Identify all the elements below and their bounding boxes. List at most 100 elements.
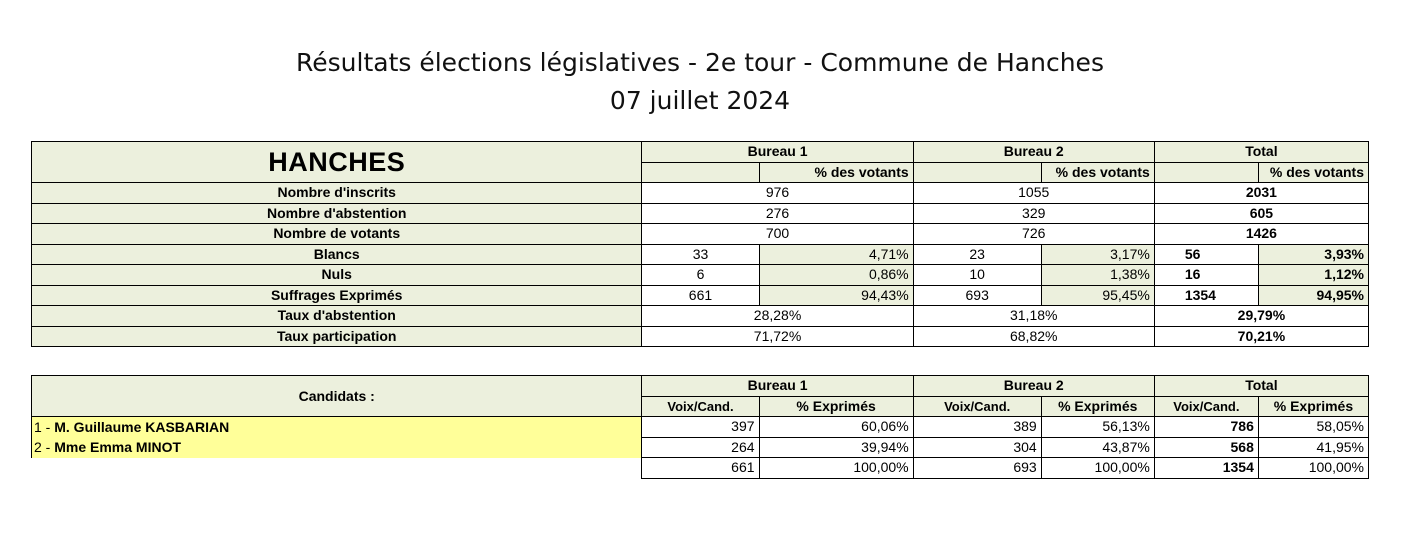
cell-value: 68,82% [912,325,1155,347]
cell-value: 1354 [1153,284,1259,306]
cell-value: 397 [641,416,760,438]
cell-value: 726 [912,223,1155,245]
cell-pct: 43,87% [1040,436,1155,458]
candidate-number: 1 - [34,418,55,435]
total-header: Total [1153,141,1370,163]
cell-value: 56 [1153,243,1259,265]
table-row: Nombre d'abstention 276 329 605 [30,202,1370,224]
voix-header: Voix/Cand. [912,395,1042,417]
cell-value: 329 [912,202,1155,224]
cell-value: 976 [641,182,914,204]
cell-value: 6 [641,264,760,286]
cell-value: 389 [912,416,1042,438]
cell-value: 304 [912,436,1042,458]
table-row: Blancs 33 4,71% 23 3,17% 56 3,93% [30,243,1370,265]
cell-pct: 100,00% [758,457,914,479]
cell-value: 33 [641,243,760,265]
cell-value: 693 [912,457,1042,479]
pct-exprimes-header: % Exprimés [1257,395,1370,417]
table-row: Nombre de votants 700 726 1426 [30,223,1370,245]
table-row: Taux d'abstention 28,28% 31,18% 29,79% [30,305,1370,327]
cell-value: 10 [912,264,1042,286]
cell-pct: 100,00% [1040,457,1155,479]
total-header: Total [1153,375,1370,397]
results-table: HANCHES Bureau 1 Bureau 2 Total % des vo… [30,141,1370,347]
cell-pct: 3,17% [1040,243,1155,265]
cell-value: 1055 [912,182,1155,204]
cell-value: 1426 [1153,223,1370,245]
cell-value: 71,72% [641,325,914,347]
cell-value: 568 [1153,436,1259,458]
empty-cell [1153,161,1259,183]
cell-value: 661 [641,457,760,479]
cell-value: 70,21% [1153,325,1370,347]
row-label: Suffrages Exprimés [30,284,643,306]
table-row: Suffrages Exprimés 661 94,43% 693 95,45%… [30,284,1370,306]
voix-header: Voix/Cand. [641,395,760,417]
candidates-label: Candidats : [30,375,643,417]
cell-pct: 60,06% [758,416,914,438]
row-label: Blancs [30,243,643,265]
cell-value: 2031 [1153,182,1370,204]
cell-value: 786 [1153,416,1259,438]
pct-votants-header: % des votants [1040,161,1155,183]
candidate-name-cell: 1 - M. Guillaume KASBARIAN [30,416,642,437]
empty-cell [912,161,1042,183]
candidate-name: M. Guillaume KASBARIAN [54,418,230,435]
row-label: Taux participation [30,325,643,347]
pct-votants-header: % des votants [1257,161,1370,183]
page-title: Résultats élections législatives - 2e to… [296,48,1104,77]
cell-value: 16 [1153,264,1259,286]
cell-value: 661 [641,284,760,306]
empty-cell [641,161,760,183]
cell-pct: 94,43% [758,284,914,306]
cell-value: 31,18% [912,305,1155,327]
cell-pct: 94,95% [1257,284,1370,306]
voix-header: Voix/Cand. [1153,395,1259,417]
cell-value: 264 [641,436,760,458]
bureau2-header: Bureau 2 [912,375,1155,397]
pct-votants-header: % des votants [758,161,914,183]
cell-pct: 3,93% [1257,243,1370,265]
page-date: 07 juillet 2024 [609,86,791,115]
candidate-row: 2 - Mme Emma MINOT 264 39,94% 304 43,87%… [30,436,1370,458]
cell-value: 29,79% [1153,305,1370,327]
commune-name: HANCHES [30,141,643,183]
row-label: Taux d'abstention [30,305,643,327]
cell-value: 693 [912,284,1042,306]
cell-pct: 41,95% [1257,436,1370,458]
candidate-number: 2 - [34,438,55,455]
cell-value: 28,28% [641,305,914,327]
bureau2-header: Bureau 2 [912,141,1155,163]
cell-pct: 1,38% [1040,264,1155,286]
candidate-name-cell: 2 - Mme Emma MINOT [30,437,642,458]
row-label: Nuls [30,264,643,286]
bureau1-header: Bureau 1 [641,141,914,163]
row-label: Nombre d'inscrits [30,182,643,204]
candidates-table: Candidats : Bureau 1 Bureau 2 Total Voix… [30,375,1370,479]
cell-value: 605 [1153,202,1370,224]
candidate-name: Mme Emma MINOT [54,438,182,455]
table-row: Nombre d'inscrits 976 1055 2031 [30,182,1370,204]
cell-pct: 4,71% [758,243,914,265]
cell-value: 276 [641,202,914,224]
empty-cell [31,457,642,478]
cell-pct: 1,12% [1257,264,1370,286]
cell-pct: 95,45% [1040,284,1155,306]
pct-exprimes-header: % Exprimés [758,395,914,417]
cell-pct: 56,13% [1040,416,1155,438]
pct-exprimes-header: % Exprimés [1040,395,1155,417]
cell-pct: 58,05% [1257,416,1370,438]
table-row: Taux participation 71,72% 68,82% 70,21% [30,325,1370,347]
candidate-row: 1 - M. Guillaume KASBARIAN 397 60,06% 38… [30,416,1370,438]
cell-pct: 0,86% [758,264,914,286]
totals-row: 661 100,00% 693 100,00% 1354 100,00% [31,457,1370,479]
cell-pct: 100,00% [1257,457,1370,479]
table-row: Nuls 6 0,86% 10 1,38% 16 1,12% [30,264,1370,286]
cell-value: 700 [641,223,914,245]
cell-value: 1354 [1153,457,1259,479]
row-label: Nombre d'abstention [30,202,643,224]
row-label: Nombre de votants [30,223,643,245]
cell-value: 23 [912,243,1042,265]
bureau1-header: Bureau 1 [641,375,914,397]
